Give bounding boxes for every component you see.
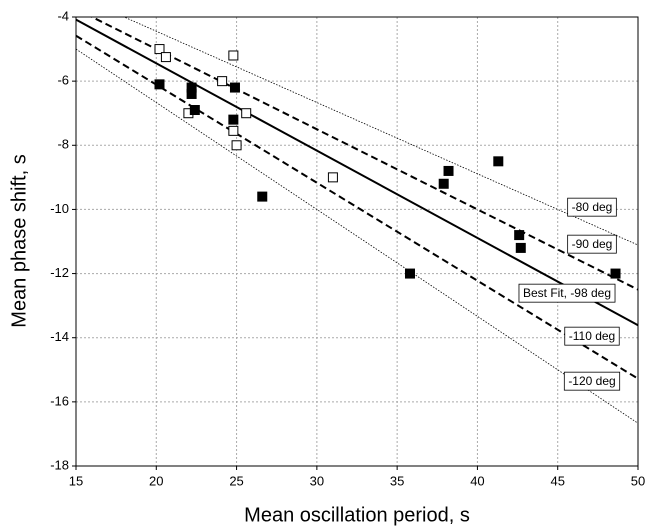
line-label: -120 deg: [568, 374, 615, 388]
line-label: -90 deg: [572, 237, 613, 251]
data-point: [228, 125, 239, 136]
x-tick-label: 35: [390, 473, 404, 488]
line-label-box: -110 deg: [564, 326, 620, 346]
data-point: [327, 172, 338, 183]
data-point: [257, 191, 268, 202]
x-tick-label: 15: [69, 473, 83, 488]
line-label: -110 deg: [569, 329, 615, 343]
label-box: [563, 371, 621, 391]
data-point: [610, 268, 621, 279]
x-tick-label: 20: [149, 473, 163, 488]
x-axis-title: Mean oscillation period, s: [244, 504, 470, 526]
data-point: [189, 105, 200, 116]
y-axis-title: Mean phase shift, s: [8, 154, 30, 327]
data-point: [229, 82, 240, 93]
data-point: [228, 114, 239, 125]
x-tick-label: 45: [550, 473, 564, 488]
line-label-box: -80 deg: [567, 197, 617, 217]
x-tick-label: 25: [229, 473, 243, 488]
data-point: [231, 140, 242, 151]
line-label-box: -120 deg: [563, 371, 621, 391]
data-point: [404, 268, 415, 279]
line-label: -80 deg: [572, 200, 613, 214]
data-point: [154, 79, 165, 90]
data-point: [514, 230, 525, 241]
label-box: [518, 283, 616, 303]
data-point: [438, 178, 449, 189]
data-point: [443, 165, 454, 176]
y-tick-label: -18: [50, 457, 69, 472]
data-point: [493, 156, 504, 167]
data-point: [217, 76, 228, 87]
y-tick-label: -16: [50, 393, 69, 408]
data-point: [186, 88, 197, 99]
y-tick-label: -8: [57, 137, 69, 152]
label-box: [567, 197, 617, 217]
x-tick-label: 40: [470, 473, 484, 488]
y-tick-label: -10: [50, 201, 69, 216]
y-tick-label: -4: [57, 8, 69, 23]
plot-area: [76, 17, 638, 466]
data-point: [228, 50, 239, 61]
line-label-box: -90 deg: [567, 234, 617, 254]
line-label-box: Best Fit, -98 deg: [518, 283, 616, 303]
y-tick-label: -6: [57, 73, 69, 88]
series-points: [154, 44, 621, 279]
y-tick-label: -14: [50, 329, 69, 344]
label-box: [564, 326, 620, 346]
data-point: [515, 242, 526, 253]
fit-line: [76, 18, 638, 327]
plot-frame: [75, 16, 639, 467]
y-tick-label: -12: [50, 265, 69, 280]
data-point: [160, 52, 171, 63]
line-label: Best Fit, -98 deg: [523, 286, 611, 300]
data-point: [241, 108, 252, 119]
fit-line: [123, 17, 638, 246]
data-point: [154, 44, 165, 55]
x-tick-label: 50: [631, 473, 645, 488]
label-box: [567, 234, 617, 254]
x-tick-label: 30: [310, 473, 324, 488]
labels: 15 20 25 30 35 40 45 50 -18 -16 -14 -12 -10 -8 -6 -4 -80…: [50, 8, 645, 488]
